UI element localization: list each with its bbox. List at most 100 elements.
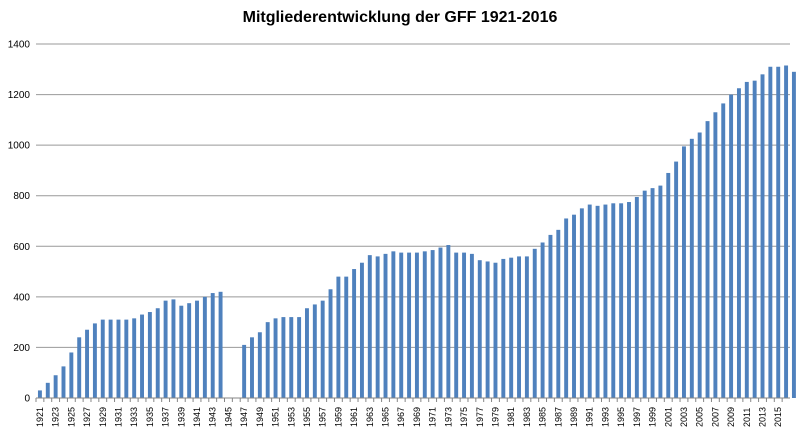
y-tick-label: 200	[13, 343, 30, 354]
bar-1924	[61, 366, 66, 398]
x-tick-label: 1933	[129, 407, 139, 427]
x-tick-label: 1955	[302, 407, 312, 427]
x-tick-label: 1977	[475, 407, 485, 427]
bar-1990	[579, 208, 584, 398]
x-tick-label: 1983	[522, 407, 532, 427]
x-tick-label: 2001	[663, 407, 673, 427]
y-tick-label: 1200	[8, 90, 31, 101]
bar-1965	[383, 253, 388, 398]
x-tick-label: 1929	[98, 407, 108, 427]
bar-1958	[328, 289, 333, 398]
x-tick-label: 1979	[490, 407, 500, 427]
bar-2003	[682, 146, 686, 398]
bar-1940	[187, 303, 192, 398]
x-tick-label: 1981	[506, 407, 516, 427]
bar-1941	[195, 300, 199, 398]
bar-1980	[501, 258, 506, 398]
bar-1928	[92, 323, 97, 398]
bar-1988	[564, 218, 569, 398]
bar-1922	[45, 382, 50, 398]
bar-1923	[53, 375, 58, 398]
bar-1992	[595, 205, 600, 398]
x-tick-label: 2003	[679, 407, 689, 427]
x-tick-label: 2011	[742, 408, 752, 427]
bar-1937	[163, 300, 168, 398]
bar-1977	[477, 260, 482, 398]
y-axis: 0 200 400 600 800 1000 1200 1400	[8, 40, 31, 405]
bar-1979	[493, 262, 498, 398]
y-tick-label: 0	[24, 394, 30, 405]
bar-1998	[642, 190, 647, 398]
bar-1956	[312, 304, 317, 398]
bar-2012	[752, 80, 757, 399]
x-tick-label: 2013	[758, 407, 768, 427]
x-tick-label: 1991	[585, 407, 595, 427]
x-tick-label: 1971	[428, 407, 438, 427]
bar-1984	[532, 248, 537, 398]
x-tick-label: 1921	[35, 407, 45, 427]
bar-1995	[619, 203, 624, 398]
bar-1939	[179, 305, 184, 398]
bar-1942	[202, 296, 207, 398]
bar-1997	[634, 196, 639, 398]
x-tick-label: 1931	[113, 407, 123, 427]
bar-1933	[132, 318, 137, 398]
bar-1950	[265, 322, 270, 398]
x-tick-label: 1997	[632, 407, 642, 427]
bar-2000	[658, 185, 663, 398]
x-tick-label: 1941	[192, 407, 202, 427]
bar-1959	[336, 276, 341, 398]
bar-1938	[171, 299, 176, 398]
bar-1929	[100, 319, 105, 398]
bar-1999	[650, 188, 655, 398]
bar-1951	[273, 318, 278, 398]
bar-1969	[414, 252, 419, 398]
bar-1994	[611, 203, 616, 398]
bar-1935	[147, 312, 152, 398]
bar-1981	[509, 257, 514, 398]
y-tick-label: 600	[13, 242, 30, 253]
bar-1973	[446, 245, 451, 398]
x-tick-label: 1951	[271, 407, 281, 427]
x-tick-label: 2005	[695, 407, 705, 427]
bar-1949	[257, 332, 262, 398]
bar-1931	[116, 319, 121, 398]
x-tick-label: 1993	[600, 407, 610, 427]
x-tick-label: 1959	[333, 407, 343, 427]
bar-2013	[760, 74, 765, 398]
bar-1996	[627, 202, 631, 398]
bar-1926	[77, 337, 82, 398]
bar-2016	[784, 65, 789, 398]
bar-1974	[454, 252, 459, 398]
y-tick-label: 1400	[8, 40, 31, 51]
x-tick-label: 1925	[66, 407, 76, 427]
bar-1952	[281, 317, 286, 398]
bar-1960	[344, 276, 349, 398]
bar-1930	[108, 319, 113, 398]
x-tick-label: 1935	[145, 407, 155, 427]
bar-1934	[140, 314, 144, 398]
bar-1991	[587, 204, 592, 398]
bar-2015	[776, 66, 781, 398]
bar-1966	[391, 251, 396, 398]
x-tick-label: 1945	[223, 407, 233, 427]
x-tick-label: 1937	[161, 407, 171, 427]
y-tick-label: 400	[13, 292, 30, 303]
bar-2005	[697, 132, 702, 398]
y-tick-label: 1000	[8, 141, 31, 152]
x-tick-label: 1953	[286, 407, 296, 427]
bar-1943	[210, 293, 215, 398]
bar-1985	[540, 242, 545, 398]
x-tick-label: 1949	[255, 407, 265, 427]
x-tick-label: 1957	[318, 407, 328, 427]
bar-1976	[469, 253, 474, 398]
bar-1987	[556, 229, 561, 398]
x-tick-label: 1963	[365, 407, 375, 427]
bar-1925	[69, 352, 74, 398]
x-tick-label: 1943	[208, 407, 218, 427]
bar-1921	[37, 390, 42, 398]
x-tick-label: 1999	[648, 407, 658, 427]
y-tick-label: 800	[13, 191, 30, 202]
x-tick-label: 1961	[349, 407, 359, 427]
